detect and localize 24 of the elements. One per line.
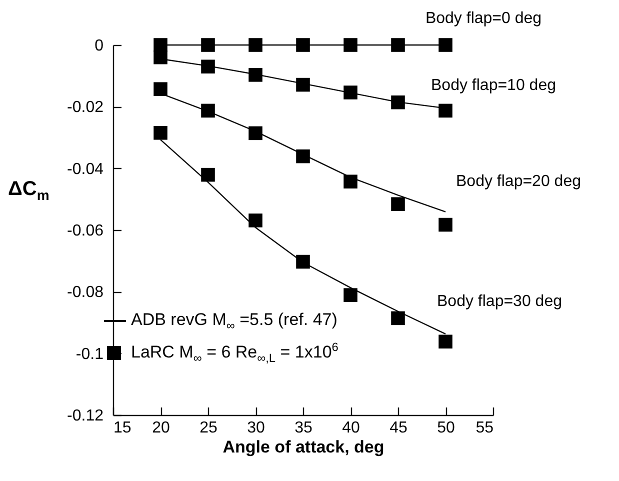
y-tick-label: -0.1 xyxy=(76,346,104,363)
x-tick-label: 40 xyxy=(342,420,360,436)
y-tick-label: -0.02 xyxy=(67,99,104,116)
annotation: Body flap=20 deg xyxy=(456,172,581,190)
legend-label: LaRC M$_{∞}$ = 6 Re$_{∞,L}$ = 1x10$^{6}$ xyxy=(131,340,338,366)
x-tick-label: 50 xyxy=(437,420,455,436)
x-tick-label: 25 xyxy=(200,420,218,436)
y-tick-label: -0.08 xyxy=(67,284,104,302)
y-tick-label: -0.06 xyxy=(67,222,104,240)
y-axis-title: ΔC$_{m}$ xyxy=(8,178,50,203)
y-tick-label: -0.04 xyxy=(67,160,104,178)
x-tick-label: 35 xyxy=(294,420,312,436)
x-tick-label: 30 xyxy=(247,420,265,436)
legend-label: ADB revG M$_{∞}$ =5.5 (ref. 47) xyxy=(131,310,338,332)
x-tick-label: 20 xyxy=(152,420,170,436)
x-axis-title: Angle of attack, deg xyxy=(222,438,384,456)
annotation: Body flap=30 deg xyxy=(437,292,562,310)
text: Body flap=0 deg xyxy=(425,10,542,27)
x-tick-label: 55 xyxy=(476,420,494,436)
x-tick-label: 15 xyxy=(114,420,132,436)
y-tick-label: -0.12 xyxy=(67,408,104,424)
x-tick-label: 45 xyxy=(390,420,408,436)
y-tick-label: 0 xyxy=(94,38,104,54)
annotation: Body flap=10 deg xyxy=(431,77,556,94)
